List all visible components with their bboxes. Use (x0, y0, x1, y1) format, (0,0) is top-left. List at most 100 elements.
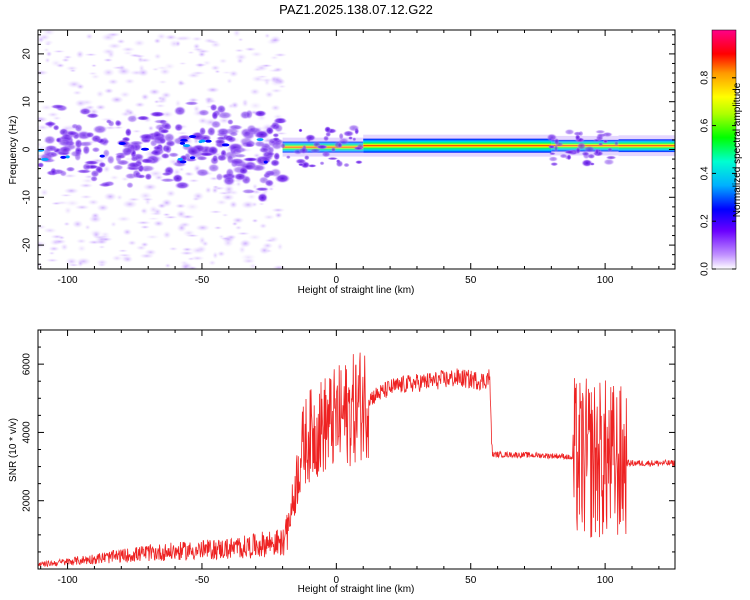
spectrogram-cell (107, 78, 120, 86)
spectrogram-cell (199, 126, 207, 136)
spectrogram-cell (548, 156, 559, 162)
spectrogram-cell (563, 150, 576, 155)
spectrogram-cell (63, 221, 71, 227)
spectrogram-cell (63, 187, 80, 195)
spectrogram-cell (78, 182, 94, 189)
spectrogram-cell (213, 226, 223, 230)
spectrogram-cell (265, 151, 276, 157)
spectrogram-cell (236, 57, 245, 65)
spectrogram-cell (152, 135, 167, 145)
spectrogram-cell (82, 145, 91, 155)
spectrogram-cell (122, 255, 134, 263)
spectrogram-cell (119, 90, 131, 99)
spectrogram-cell (222, 175, 236, 186)
spectrogram-cell (90, 175, 98, 182)
spectrogram-cell (243, 46, 257, 52)
spectrogram-cell (253, 110, 267, 117)
spectrogram-cell (136, 115, 150, 121)
spectrogram-cell (603, 158, 615, 166)
spectrogram-cell (215, 199, 228, 206)
spectrogram-cell (135, 220, 152, 225)
spectrogram-x-axis-label: Height of straight line (km) (298, 285, 415, 296)
spectrogram-cell (221, 143, 230, 147)
spectrogram-cell (128, 53, 142, 58)
spectrogram-cell (76, 244, 87, 253)
spectrogram-cell (179, 160, 187, 164)
spectrogram-cell (115, 215, 132, 223)
spectrogram-cell (38, 116, 49, 123)
spectrogram-cell (228, 157, 245, 165)
spectrogram-cell (92, 124, 108, 134)
spectrogram-cell (258, 202, 265, 206)
spectrogram-cell (164, 263, 171, 269)
spectrogram-cell (192, 42, 201, 50)
spectrogram-cell (152, 145, 163, 151)
spectrogram-cell (85, 112, 100, 119)
spectrogram-cell (210, 120, 222, 129)
spectrogram-cell (174, 181, 190, 190)
spectrogram-cell (176, 131, 189, 135)
spectrogram-cell (159, 178, 176, 183)
spectrogram-cell (353, 146, 364, 151)
colorbar-ticks: 0.0 0.2 0.4 0.6 0.8 (700, 70, 736, 276)
spectrogram-cell (75, 49, 85, 59)
spectrogram-cell (337, 141, 343, 149)
spectrogram-cell (198, 140, 203, 144)
spectrogram-cell (60, 243, 69, 252)
spectrogram-cell (140, 93, 150, 101)
spectrogram-cell (144, 198, 151, 206)
y-tick-label: 4000 (22, 421, 33, 444)
spectrogram-cell (256, 138, 264, 142)
spectrogram-cell (324, 126, 332, 133)
spectrogram-cell (249, 51, 264, 58)
spectrogram-cell (179, 250, 195, 256)
spectrogram-cell (106, 42, 123, 50)
spectrogram-cell (319, 161, 325, 166)
spectrogram-cell (122, 228, 133, 236)
spectrogram-cell (65, 65, 79, 72)
spectrogram-cell (149, 111, 166, 118)
spectrogram-cell (254, 140, 266, 148)
spectrogram-cell (276, 242, 284, 251)
spectrogram-cell (177, 35, 193, 42)
spectrogram-cell (221, 193, 235, 202)
spectrogram-cell (246, 124, 257, 134)
spectrogram-cell (120, 46, 136, 53)
spectrogram-cell (147, 125, 154, 132)
spectrogram-cell (59, 193, 73, 197)
spectrogram-cell (191, 196, 201, 202)
spectrogram-cell (264, 33, 271, 39)
spectrogram-cell (39, 104, 54, 111)
spectrogram-cell (303, 155, 310, 161)
spectrogram-cell (272, 132, 280, 138)
spectrogram-cell (352, 137, 357, 142)
spectrogram-cell (309, 148, 322, 153)
spectrogram-cell (90, 169, 100, 178)
spectrogram-cell (140, 158, 155, 164)
spectrogram-cell (168, 152, 180, 158)
spectrogram-cell (259, 155, 273, 162)
spectrogram-cell (269, 78, 284, 87)
spectrogram-cell (131, 129, 142, 134)
spectrogram-cell (115, 154, 127, 159)
spectrogram-cell (103, 192, 118, 201)
spectrogram-cell (252, 67, 263, 72)
y-tick-label: 2000 (22, 489, 33, 512)
spectrogram-cell (158, 67, 172, 76)
spectrogram-cell (87, 198, 100, 206)
spectrogram-cell (58, 145, 73, 154)
spectrogram-cell (236, 231, 251, 236)
spectrogram-cell (270, 159, 281, 167)
spectrogram-cell (240, 200, 256, 210)
spectrogram-cell (50, 167, 57, 176)
spectrogram-cell (158, 95, 168, 103)
snr-panel: -100 -50 0 50 100 2000 4000 6000 Height of str… (8, 329, 676, 595)
spectrogram-cell (338, 132, 344, 140)
spectrogram-cell (40, 157, 49, 161)
spectrogram-cell (573, 131, 583, 136)
spectrogram-cell (101, 68, 116, 77)
spectrogram-cell (221, 213, 229, 217)
spectrogram-cell (75, 238, 87, 244)
spectrogram-cell (102, 58, 114, 63)
spectrogram-cell (262, 214, 276, 221)
